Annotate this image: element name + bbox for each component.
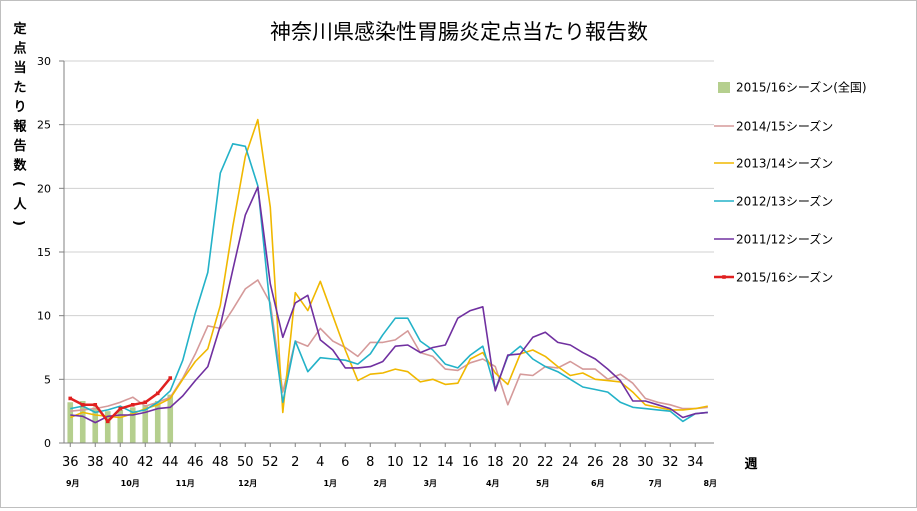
month-label: 3月 <box>423 479 437 488</box>
bar-week-36 <box>67 402 74 443</box>
bar-week-44 <box>167 394 174 443</box>
y-axis-label-char: 数 <box>13 158 27 174</box>
legend-label: 2012/13シーズン <box>736 194 833 209</box>
x-tick-label: 48 <box>212 455 229 470</box>
x-tick-label: 42 <box>137 455 154 470</box>
bar-week-43 <box>154 400 161 443</box>
month-label: 12月 <box>238 479 257 488</box>
bar-week-38 <box>92 407 99 443</box>
x-tick-label: 36 <box>62 455 79 470</box>
month-label: 11月 <box>176 479 195 488</box>
x-tick-label: 40 <box>112 455 129 470</box>
x-tick-label: 16 <box>462 455 479 470</box>
x-tick-label: 18 <box>487 455 504 470</box>
y-axis-label: 定点当たり報告数 ( 人) <box>11 21 27 226</box>
y-tick-label: 20 <box>37 182 51 195</box>
legend-swatch-marker <box>722 275 726 279</box>
series-line-2012/13シーズン <box>70 143 708 423</box>
x-axis-ticks: 36 38 40 42 44 46 48 50 52 2 4 6 8 10 12 14 16 18 20 22 24 26… <box>62 443 704 470</box>
axes <box>59 60 714 444</box>
series-line-2014/15シーズン <box>70 279 708 412</box>
bar-series <box>67 394 174 443</box>
gridlines <box>64 60 714 380</box>
bar-week-37 <box>79 400 86 443</box>
point-week-37 <box>80 403 85 407</box>
x-tick-label: 28 <box>612 455 629 470</box>
legend-label: 2011/12シーズン <box>736 232 833 247</box>
x-axis-label: 週 <box>744 457 757 472</box>
x-tick-label: 32 <box>662 455 679 470</box>
y-tick-label: 0 <box>44 437 51 450</box>
legend: 2015/16シーズン(全国) 2014/15シーズン 2013/14シーズン 201… <box>714 80 867 285</box>
legend-label: 2014/15シーズン <box>736 119 833 134</box>
x-tick-label: 22 <box>537 455 554 470</box>
bar-week-41 <box>129 407 136 443</box>
y-axis-ticks: 0 5 10 15 20 25 30 <box>37 55 51 450</box>
bar-week-40 <box>117 409 124 443</box>
legend-label: 2015/16シーズン <box>736 270 833 285</box>
x-tick-label: 20 <box>512 455 529 470</box>
point-week-40 <box>118 406 123 411</box>
y-axis-label-char: た <box>13 81 26 96</box>
chart-title: 神奈川県感染性胃腸炎定点当たり報告数 <box>270 20 648 44</box>
series-line-2013/14シーズン <box>69 118 708 419</box>
bar-week-39 <box>104 411 111 443</box>
point-week-39 <box>105 419 110 424</box>
month-label: 8月 <box>703 479 717 488</box>
y-axis-label-char: 報 <box>13 119 27 135</box>
y-tick-label: 30 <box>37 55 51 68</box>
x-tick-label: 52 <box>262 455 279 470</box>
month-label: 2月 <box>373 479 387 488</box>
series-line-2011/12シーズン <box>70 186 708 424</box>
x-tick-label: 46 <box>187 455 204 470</box>
x-tick-label: 30 <box>637 455 654 470</box>
y-axis-label-char: 定 <box>12 21 26 37</box>
y-axis-label-char: 点 <box>13 41 26 57</box>
y-axis-label-char: ( <box>11 181 26 187</box>
point-week-43 <box>155 391 160 396</box>
y-axis-label-char: り <box>13 100 26 115</box>
x-tick-label: 38 <box>87 455 104 470</box>
x-tick-label: 24 <box>562 455 579 470</box>
y-tick-label: 25 <box>37 119 51 132</box>
month-label: 5月 <box>536 479 550 488</box>
point-week-36 <box>68 396 73 401</box>
legend-label: 2015/16シーズン(全国) <box>736 80 867 95</box>
x-tick-label: 6 <box>341 455 349 470</box>
x-tick-label: 50 <box>237 455 254 470</box>
x-tick-label: 26 <box>587 455 604 470</box>
month-label: 1月 <box>323 479 337 488</box>
y-axis-label-char: 告 <box>13 138 26 154</box>
y-tick-label: 15 <box>37 246 51 259</box>
x-tick-label: 4 <box>316 455 324 470</box>
point-week-41 <box>130 403 135 407</box>
line-series <box>68 118 708 424</box>
y-axis-label-char: 当 <box>13 60 26 76</box>
month-label: 10月 <box>121 479 140 488</box>
point-week-42 <box>143 400 148 405</box>
y-axis-label-char: ) <box>11 220 26 226</box>
y-tick-label: 10 <box>37 310 51 323</box>
month-label: 4月 <box>486 479 500 488</box>
x-tick-label: 10 <box>387 455 404 470</box>
point-week-38 <box>93 403 98 407</box>
x-tick-label: 44 <box>162 455 179 470</box>
legend-swatch-bar <box>718 82 730 93</box>
x-tick-label: 8 <box>366 455 374 470</box>
month-labels: 9月 10月 11月 12月 1月 2月 3月 4月 5月 6月 7月 8月 <box>66 479 717 488</box>
month-label: 7月 <box>648 479 662 488</box>
x-tick-label: 12 <box>412 455 429 470</box>
y-tick-label: 5 <box>44 373 51 386</box>
x-tick-label: 2 <box>291 455 299 470</box>
bar-week-42 <box>142 404 149 443</box>
legend-label: 2013/14シーズン <box>736 156 833 171</box>
x-tick-label: 34 <box>687 455 704 470</box>
month-label: 6月 <box>591 479 605 488</box>
point-week-44 <box>168 376 173 380</box>
y-axis-label-char: 人 <box>13 197 27 213</box>
month-label: 9月 <box>66 479 80 488</box>
x-tick-label: 14 <box>437 455 454 470</box>
